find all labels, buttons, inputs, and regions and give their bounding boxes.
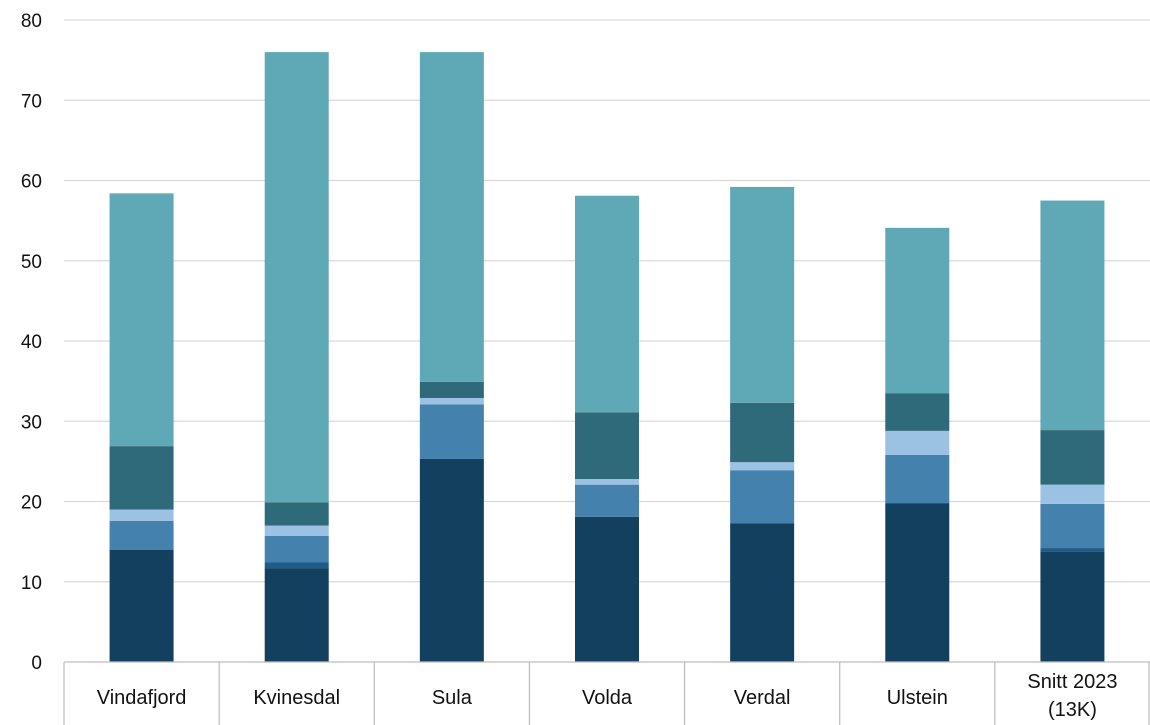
x-tick-label: Vindafjord <box>97 687 187 709</box>
bar-segment <box>885 454 950 504</box>
bar-segment <box>1040 200 1105 431</box>
y-tick-label: 70 <box>21 91 42 112</box>
bar-segment <box>109 520 174 550</box>
bar-segment <box>419 381 484 398</box>
bar-segment <box>264 52 329 503</box>
bar-segment <box>1040 484 1105 504</box>
x-tick-label: Sula <box>432 687 473 709</box>
bar-segment <box>419 458 484 662</box>
bar-segment <box>885 430 950 455</box>
x-tick-label: Snitt 2023 <box>1027 671 1117 693</box>
bar-segment <box>575 516 639 662</box>
x-tick-label: Volda <box>582 687 633 709</box>
bar-segment <box>575 479 639 485</box>
bar-segment <box>264 502 329 526</box>
bar-segment <box>730 470 795 524</box>
bar-segment <box>109 193 174 447</box>
bars <box>109 52 1105 662</box>
y-tick-label: 50 <box>21 252 42 273</box>
x-tick-label: Ulstein <box>887 687 948 709</box>
y-tick-label: 10 <box>21 573 42 594</box>
bar-segment <box>575 484 639 517</box>
y-tick-label: 20 <box>21 493 42 514</box>
bar-segment <box>419 52 484 382</box>
bar-segment <box>730 402 795 463</box>
bar-segment <box>730 462 795 471</box>
bar-segment <box>264 562 329 569</box>
bar-segment <box>575 412 639 480</box>
bar-segment <box>109 549 174 662</box>
bar-segment <box>1040 548 1105 552</box>
bar-segment <box>264 525 329 537</box>
bar-segment <box>730 523 795 662</box>
x-tick-label: Verdal <box>734 687 791 709</box>
bar-segment <box>264 536 329 563</box>
y-axis: 0 10 20 30 40 50 60 70 80 <box>21 11 42 674</box>
y-tick-label: 60 <box>21 172 42 193</box>
bar-segment <box>730 186 795 403</box>
y-tick-label: 30 <box>21 412 42 433</box>
x-tick-label: (13K) <box>1048 699 1097 721</box>
bar-segment <box>885 227 950 394</box>
bar-segment <box>419 397 484 405</box>
y-tick-label: 40 <box>21 332 42 353</box>
bar-segment <box>419 404 484 459</box>
x-axis: Vindafjord Kvinesdal Sula Volda Verdal Ulstei… <box>63 661 1150 725</box>
bar-segment <box>109 509 174 521</box>
bar-segment <box>109 446 174 510</box>
bar-segment <box>1040 503 1105 549</box>
bar-segment <box>575 195 639 413</box>
bar-segment <box>885 393 950 431</box>
bar-segment <box>264 568 329 662</box>
y-tick-label: 80 <box>21 11 42 32</box>
x-tick-label: Kvinesdal <box>253 687 340 709</box>
bar-segment <box>885 503 950 662</box>
bar-segment <box>1040 430 1105 485</box>
bar-segment <box>1040 551 1105 662</box>
y-tick-label: 0 <box>31 653 42 674</box>
